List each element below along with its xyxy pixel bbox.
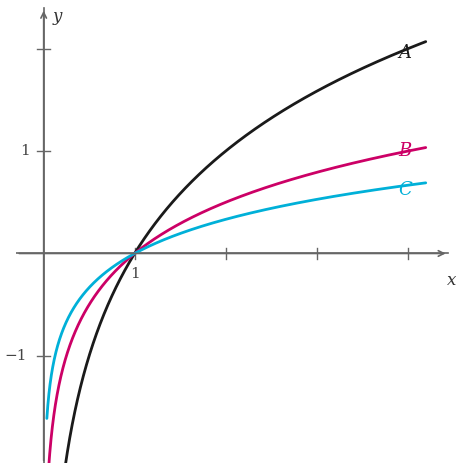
Text: 1: 1 bbox=[20, 144, 30, 158]
Text: A: A bbox=[398, 44, 411, 62]
Text: 1: 1 bbox=[130, 267, 140, 281]
Text: −1: −1 bbox=[5, 349, 27, 363]
Text: C: C bbox=[398, 180, 412, 199]
Text: y: y bbox=[53, 8, 62, 25]
Text: x: x bbox=[447, 272, 456, 289]
Text: B: B bbox=[398, 142, 412, 160]
